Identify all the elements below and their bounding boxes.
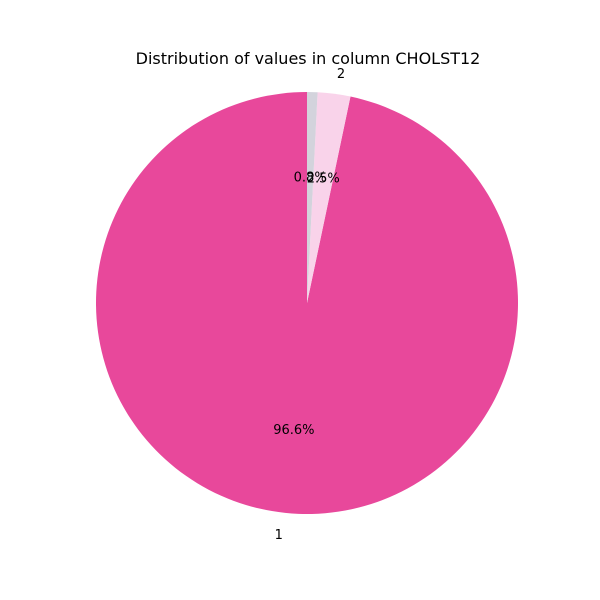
chart-title: Distribution of values in column CHOLST1…	[136, 49, 481, 68]
pie-category-label-2: 2	[337, 67, 345, 82]
pie-percent-label-2: 2.5%	[307, 171, 340, 186]
pie-slice-2	[307, 92, 351, 304]
pie-percent-label-1: 96.6%	[273, 423, 314, 438]
pie-slice-3	[307, 92, 318, 303]
pie-category-label-1: 1	[275, 528, 283, 543]
pie-percent-label-3: 0.8%	[294, 170, 327, 185]
pie-slices	[96, 92, 518, 514]
pie-labels: 96.6% 1 2.5% 2 0.8%	[273, 67, 345, 543]
